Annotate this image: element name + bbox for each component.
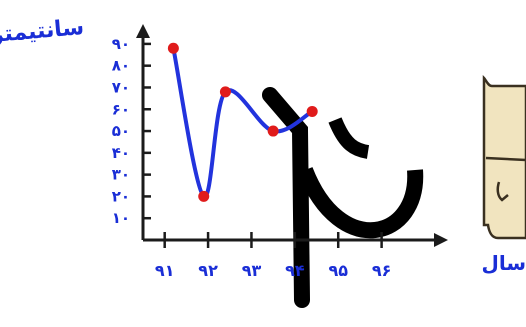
x-tick-label: ۹۴ — [285, 261, 305, 280]
axes — [136, 24, 448, 247]
x-tick-label: ۹۶ — [372, 261, 392, 280]
y-tick-label: ۹۰ — [112, 35, 130, 53]
x-tick-label: ۹۲ — [198, 261, 218, 280]
y-tick-label: ۱۰ — [112, 209, 130, 227]
y-tick-label: ۸۰ — [112, 57, 130, 75]
x-tick-label: ۹۱ — [155, 261, 175, 280]
markers-layer — [167, 42, 318, 202]
y-ticks: ۱۰ ۲۰ ۳۰ ۴۰ ۵۰ ۶۰ ۷۰ ۸۰ ۹۰ — [112, 35, 151, 227]
watermark-logo — [262, 87, 424, 308]
y-tick-label: ۶۰ — [112, 100, 130, 118]
y-tick-label: ۲۰ — [112, 187, 130, 205]
x-axis-title: سال — [481, 251, 526, 275]
x-tick-label: ۹۳ — [242, 261, 262, 280]
y-tick-label: ۵۰ — [112, 122, 130, 140]
y-tick-label: ۳۰ — [112, 166, 130, 184]
x-ticks: ۹۱ ۹۲ ۹۳ ۹۴ ۹۵ ۹۶ — [155, 232, 391, 280]
data-point-marker — [306, 105, 318, 117]
side-note-decoration — [482, 74, 526, 240]
data-point-marker — [198, 190, 210, 202]
data-point-marker — [167, 42, 179, 54]
y-tick-label: ۴۰ — [112, 144, 130, 162]
y-axis-arrow — [136, 24, 150, 38]
x-tick-label: ۹۵ — [328, 261, 348, 280]
y-axis-title: سانتیمتر — [0, 15, 85, 48]
x-axis-arrow — [434, 233, 448, 247]
y-tick-label: ۷۰ — [112, 78, 130, 96]
data-point-marker — [267, 125, 279, 137]
data-point-marker — [219, 86, 231, 98]
